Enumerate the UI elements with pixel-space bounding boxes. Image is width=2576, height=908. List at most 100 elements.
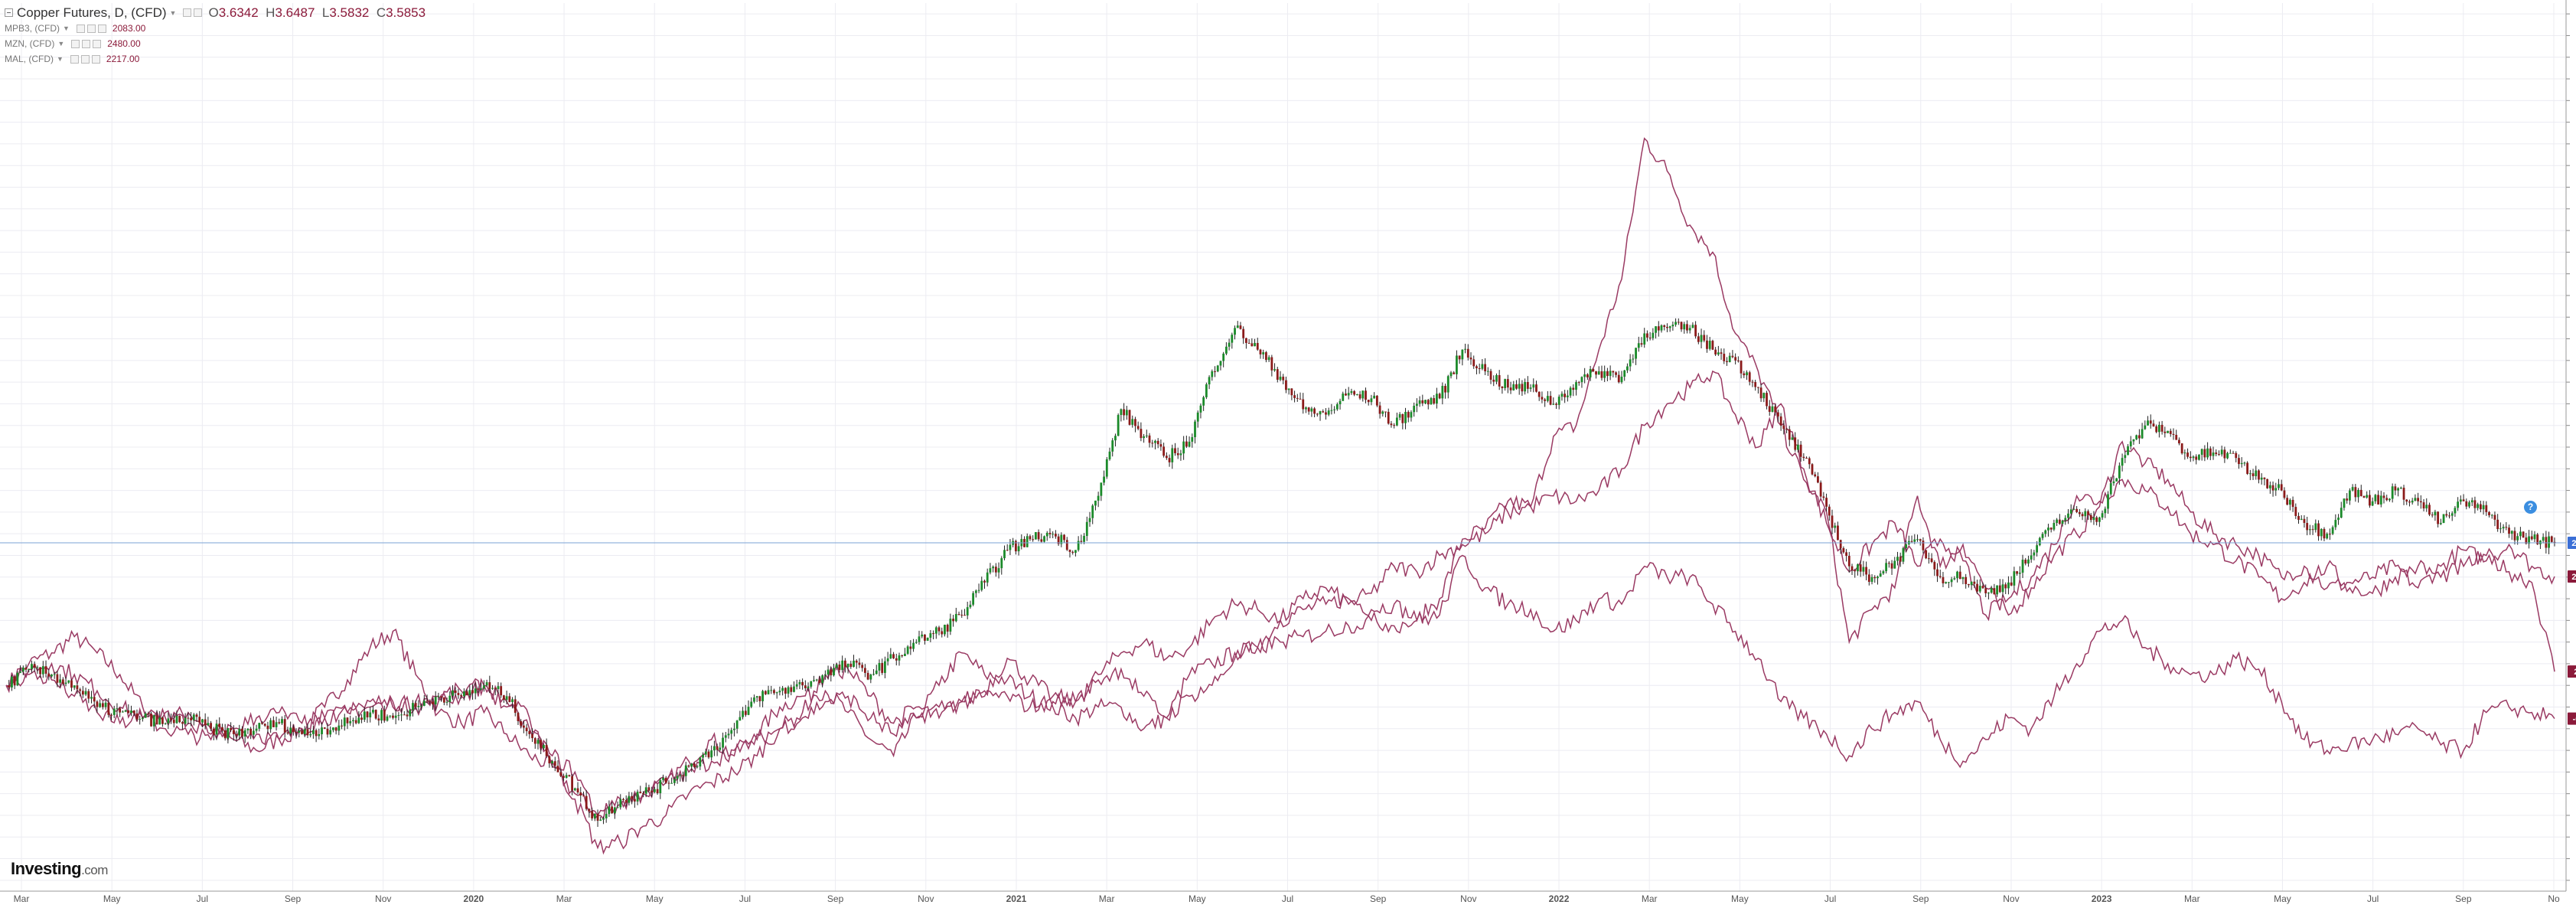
main-series-label[interactable]: Copper Futures, D, (CFD): [17, 5, 167, 20]
candle-body: [1936, 569, 1939, 576]
candle-body: [1430, 398, 1433, 405]
close-icon[interactable]: [91, 54, 100, 64]
candle-body: [2084, 511, 2087, 517]
candle-body: [596, 813, 599, 821]
candle-body: [2152, 423, 2155, 426]
candle-body: [1845, 552, 1847, 557]
candle-body: [96, 701, 99, 707]
candle-body: [1854, 570, 1857, 572]
candle-body: [437, 696, 440, 697]
candle-body: [1592, 368, 1595, 372]
candle-body: [2488, 511, 2490, 516]
candle-body: [241, 728, 243, 737]
candle-body: [2198, 455, 2200, 460]
candle-body: [2030, 555, 2033, 560]
candle-body: [1984, 588, 1987, 593]
visibility-icon[interactable]: [71, 39, 80, 48]
candle-body: [980, 580, 983, 590]
candle-body: [2408, 501, 2411, 503]
legend-main-row[interactable]: Copper Futures, D, (CFD) ▼ O3.6342 H3.64…: [5, 5, 426, 21]
candle-body: [1472, 359, 1475, 367]
candle-body: [989, 568, 992, 573]
candle-body: [1711, 341, 1714, 350]
candle-body: [2283, 490, 2286, 498]
candle-body: [1882, 571, 1885, 574]
chevron-down-icon[interactable]: ▼: [57, 55, 64, 63]
candle-body: [2317, 523, 2320, 537]
chevron-down-icon[interactable]: ▼: [63, 24, 70, 32]
candle-body: [1290, 388, 1293, 396]
candle-body: [192, 714, 195, 720]
candle-body: [2297, 515, 2300, 520]
candle-body: [2346, 498, 2349, 501]
candle-body: [553, 761, 556, 766]
candle-body: [1373, 395, 1376, 399]
compare-label[interactable]: MPB3, (CFD): [5, 23, 60, 34]
candle-body: [1267, 357, 1270, 361]
candle-body: [1740, 361, 1743, 374]
candle-body: [631, 795, 634, 799]
candle-body: [878, 662, 881, 671]
candle-body: [465, 691, 468, 696]
candle-body: [2258, 470, 2260, 480]
legend-compare-row[interactable]: MZN, (CFD) ▼ 2480.00: [5, 36, 426, 51]
last-value-badge: [2568, 665, 2576, 678]
legend-compare-row[interactable]: MPB3, (CFD) ▼ 2083.00: [5, 21, 426, 36]
candle-body: [357, 717, 360, 723]
candle-body: [448, 695, 452, 702]
candle-body: [1626, 366, 1629, 371]
chevron-down-icon[interactable]: ▼: [169, 8, 177, 17]
candle-body: [1305, 407, 1307, 410]
close-icon[interactable]: [194, 8, 203, 17]
chevron-down-icon[interactable]: ▼: [57, 40, 65, 47]
close-icon[interactable]: [97, 24, 106, 33]
candle-body: [514, 699, 517, 714]
candle-body: [1054, 534, 1057, 537]
candle-body: [502, 695, 505, 701]
candle-body: [846, 663, 849, 668]
legend-compare-row[interactable]: MAL, (CFD) ▼ 2217.00: [5, 51, 426, 67]
compare-label[interactable]: MZN, (CFD): [5, 38, 55, 49]
candle-body: [2300, 518, 2303, 520]
candle-body: [656, 789, 659, 794]
candle-body: [1407, 411, 1410, 418]
high-value: 3.6487: [275, 5, 315, 20]
candle-body: [1279, 377, 1282, 381]
candle-body: [306, 729, 309, 736]
x-tick-label: Jul: [1282, 893, 1293, 904]
help-icon[interactable]: ?: [2524, 501, 2537, 514]
candle-body: [116, 708, 119, 710]
candle-body: [2331, 527, 2334, 534]
candle-body: [1188, 441, 1191, 447]
settings-icon[interactable]: [86, 24, 96, 33]
candle-body: [1228, 342, 1231, 347]
candle-body: [363, 711, 366, 720]
candle-body: [1000, 558, 1003, 569]
settings-icon[interactable]: [80, 54, 90, 64]
compare-label[interactable]: MAL, (CFD): [5, 54, 54, 64]
candle-body: [1421, 400, 1424, 403]
x-tick-label: May: [1731, 893, 1749, 904]
candle-body: [1905, 544, 1908, 548]
candle-body: [56, 674, 59, 683]
visibility-icon[interactable]: [76, 24, 85, 33]
collapse-legend-icon[interactable]: [5, 8, 13, 17]
x-tick-label: Jul: [2367, 893, 2379, 904]
settings-icon[interactable]: [82, 39, 91, 48]
close-icon[interactable]: [93, 39, 102, 48]
candle-body: [1708, 341, 1711, 349]
candle-body: [628, 795, 631, 803]
candle-body: [2089, 514, 2092, 521]
candle-body: [895, 658, 898, 661]
candle-body: [135, 713, 139, 720]
candle-body: [616, 807, 619, 808]
visibility-icon[interactable]: [70, 54, 79, 64]
settings-icon[interactable]: [183, 8, 192, 17]
candle-body: [2431, 514, 2434, 516]
candle-body: [964, 615, 966, 616]
candle-body: [735, 720, 739, 729]
candle-body: [1768, 406, 1771, 412]
candle-body: [81, 691, 84, 695]
